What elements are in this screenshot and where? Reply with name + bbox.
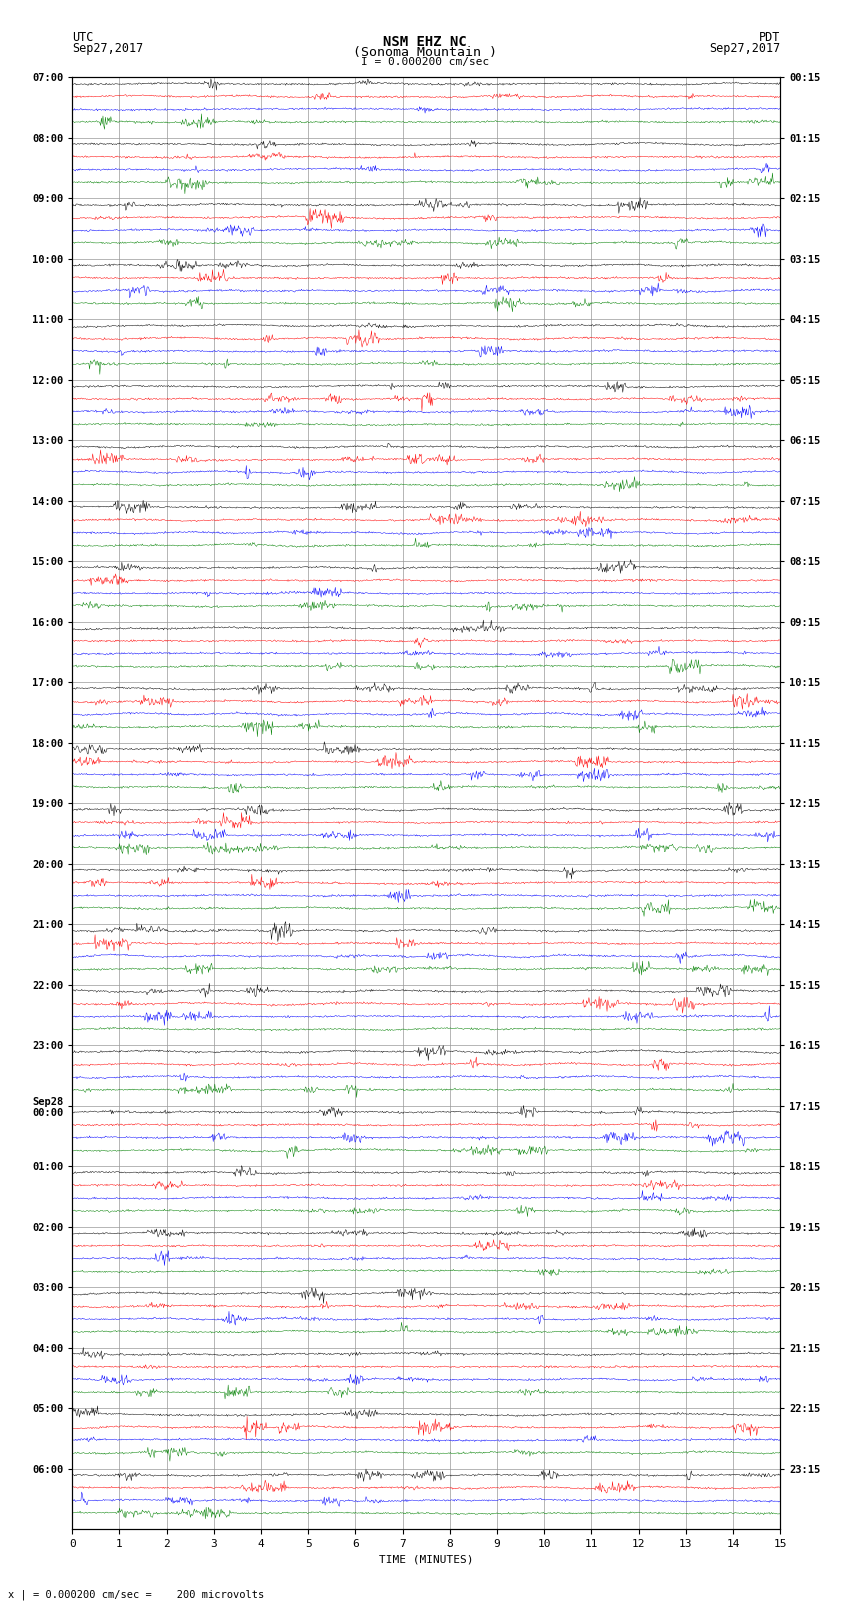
Text: Sep27,2017: Sep27,2017 (709, 42, 780, 55)
Text: PDT: PDT (759, 31, 780, 44)
X-axis label: TIME (MINUTES): TIME (MINUTES) (379, 1555, 473, 1565)
Text: UTC: UTC (72, 31, 94, 44)
Text: Sep27,2017: Sep27,2017 (72, 42, 144, 55)
Text: I = 0.000200 cm/sec: I = 0.000200 cm/sec (361, 58, 489, 68)
Text: NSM EHZ NC: NSM EHZ NC (383, 35, 467, 48)
Text: (Sonoma Mountain ): (Sonoma Mountain ) (353, 45, 497, 60)
Text: x | = 0.000200 cm/sec =    200 microvolts: x | = 0.000200 cm/sec = 200 microvolts (8, 1589, 264, 1600)
